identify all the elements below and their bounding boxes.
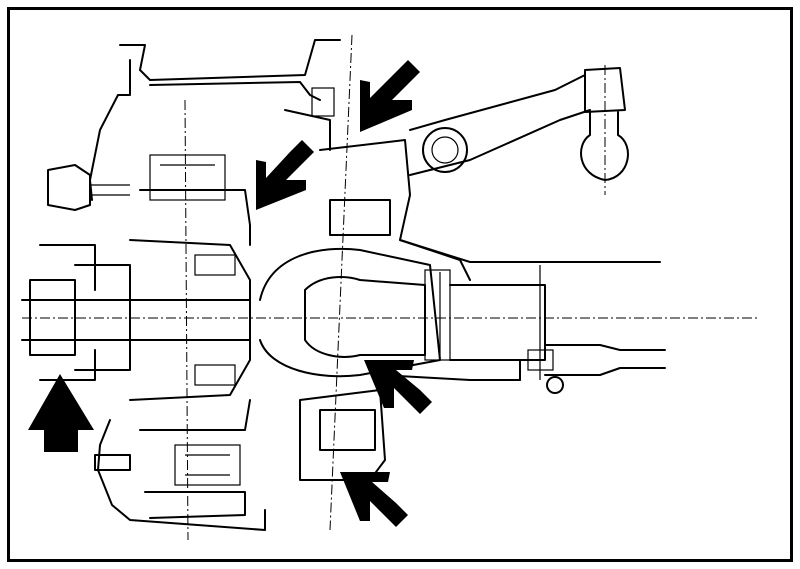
- kingpin-axis-line: [329, 34, 353, 531]
- indicator-arrows: [28, 60, 432, 527]
- upper-wheel-stud: [47, 154, 226, 211]
- diagram-frame: [7, 7, 793, 562]
- axle-housing: [379, 239, 661, 381]
- steering-knuckle: [284, 87, 471, 481]
- cv-joint: [259, 247, 451, 378]
- arrow-hub-bolt: [28, 374, 94, 452]
- arrow-lower-kingpin: [340, 472, 408, 527]
- centre-lines: [22, 34, 760, 541]
- hub-centre-line: [184, 99, 189, 541]
- lower-wheel-stud: [94, 444, 241, 486]
- arrow-upper-kingpin: [360, 60, 420, 132]
- arrow-upper-bolt: [256, 140, 314, 210]
- arrow-lower-joint: [364, 360, 432, 414]
- wheel-hub: [21, 189, 251, 431]
- steering-arm: [409, 67, 629, 181]
- tie-rod-end: [527, 344, 666, 394]
